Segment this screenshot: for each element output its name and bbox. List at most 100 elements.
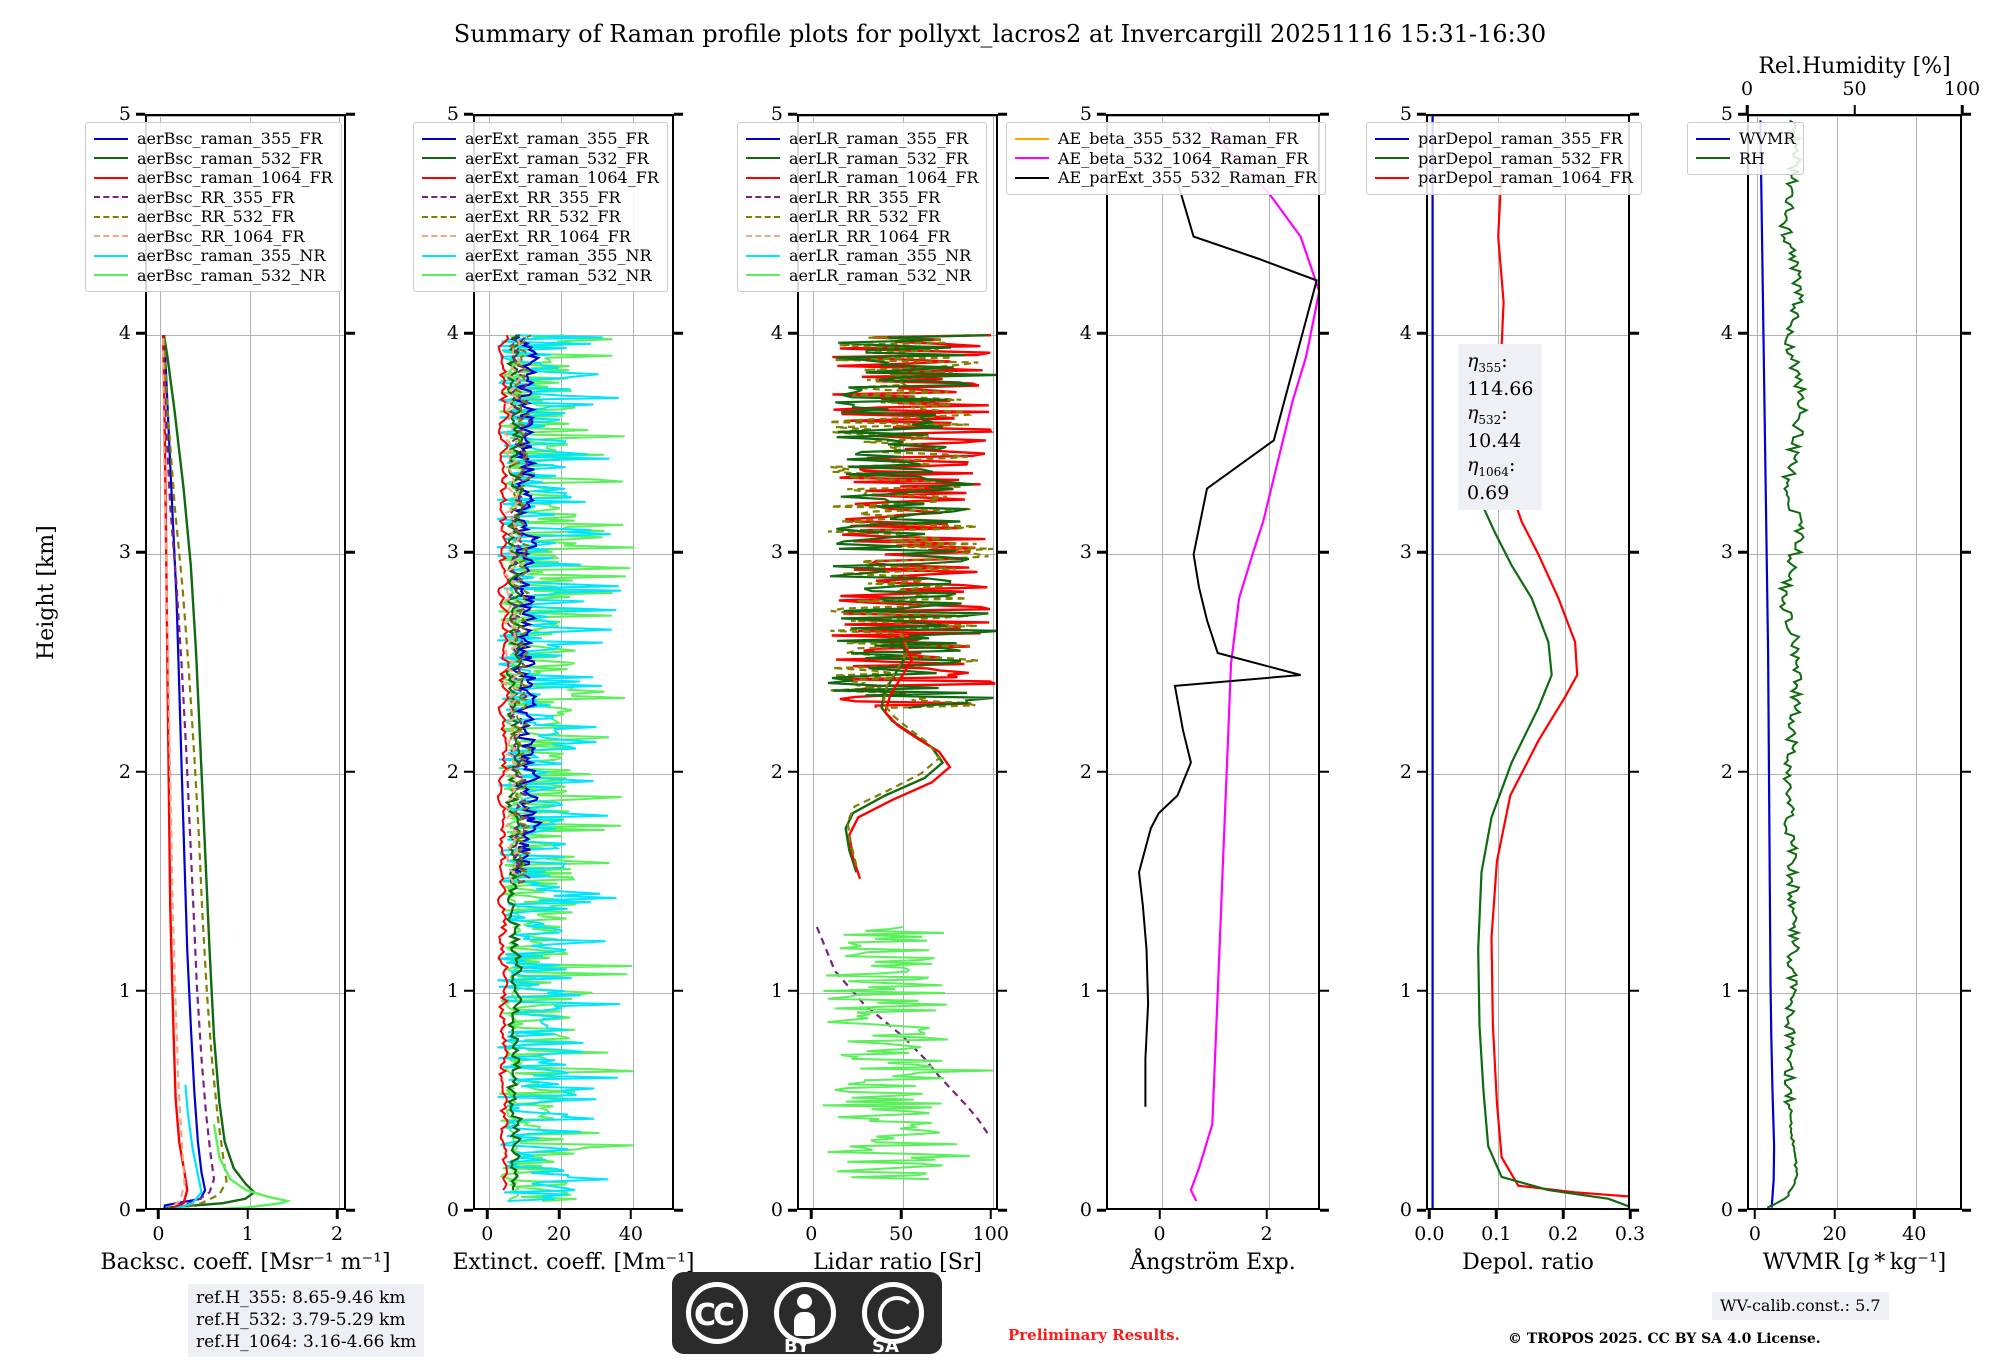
legend-color-swatch [1375,176,1409,179]
data-curve [827,334,994,709]
gridline-horizontal [1108,992,1318,994]
legend-item[interactable]: aerLR_raman_355_FR [746,129,978,149]
legend-item[interactable]: aerBsc_RR_1064_FR [94,227,333,247]
legend-color-swatch [422,176,456,179]
y-tick-mark-right [1962,331,1971,335]
legend-item[interactable]: aerBsc_RR_532_FR [94,207,333,227]
legend-item[interactable]: aerLR_raman_532_NR [746,266,978,286]
legend-item[interactable]: AE_beta_355_532_Raman_FR [1015,129,1317,149]
y-tick-mark-right [998,989,1007,993]
legend-angstrom[interactable]: AE_beta_355_532_Raman_FR AE_beta_532_1064… [1006,122,1326,195]
legend-item[interactable]: aerBsc_RR_355_FR [94,188,333,208]
gridline-horizontal [1108,116,1318,117]
legend-wvmr[interactable]: WVMR RH [1687,122,1805,175]
legend-item[interactable]: AE_beta_532_1064_Raman_FR [1015,149,1317,169]
legend-item[interactable]: aerExt_raman_355_FR [422,129,659,149]
y-tick-mark-right [674,112,683,116]
legend-item[interactable]: aerLR_RR_1064_FR [746,227,978,247]
by-person-body [794,1312,815,1336]
legend-item[interactable]: aerExt_raman_532_NR [422,266,659,286]
data-curve [1759,120,1776,1208]
gridline-vertical [1161,116,1163,1208]
legend-item[interactable]: AE_parExt_355_532_Raman_FR [1015,168,1317,188]
legend-item[interactable]: aerLR_RR_355_FR [746,188,978,208]
legend-color-swatch [94,196,128,199]
gridline-horizontal [475,554,672,556]
y-tick-mark-right [1630,989,1639,993]
legend-item[interactable]: aerLR_raman_355_NR [746,246,978,266]
y-tick-mark [788,770,797,773]
legend-item[interactable]: aerExt_raman_532_FR [422,149,659,169]
y-tick-label: 1 [446,979,459,1002]
legend-item[interactable]: aerLR_raman_532_FR [746,149,978,169]
legend-label: aerBsc_raman_532_NR [137,265,326,285]
y-tick-mark [788,331,797,335]
legend-label: aerLR_raman_1064_FR [789,168,979,188]
legend-item[interactable]: aerBsc_raman_1064_FR [94,168,333,188]
legend-color-swatch [94,215,128,218]
legend-item[interactable]: aerExt_raman_355_NR [422,246,659,266]
legend-item[interactable]: aerBsc_raman_532_FR [94,149,333,169]
legend-label: aerLR_RR_1064_FR [789,226,951,246]
legend-color-swatch [746,254,780,257]
y-tick-mark [1097,770,1106,773]
legend-lidar-ratio[interactable]: aerLR_raman_355_FR aerLR_raman_532_FR aerL… [737,122,988,292]
y-tick-mark [1097,112,1106,116]
gridline-vertical [1268,116,1270,1208]
gridline-horizontal [799,335,996,337]
y-tick-mark [788,112,797,116]
legend-depolarization[interactable]: parDepol_raman_355_FR parDepol_raman_532_… [1366,122,1642,195]
legend-item[interactable]: aerExt_RR_532_FR [422,207,659,227]
x-tick-mark [1912,1210,1916,1219]
legend-backscatter[interactable]: aerBsc_raman_355_FR aerBsc_raman_532_FR ae… [85,122,342,292]
x-tick-label: 100 [972,1223,1009,1245]
gridline-horizontal [1749,116,1960,117]
y-tick-mark-right [674,989,683,993]
legend-item[interactable]: aerLR_RR_532_FR [746,207,978,227]
legend-item[interactable]: aerBsc_raman_355_NR [94,246,333,266]
legend-label: WVMR [1739,129,1796,149]
legend-item[interactable]: RH [1696,149,1795,169]
legend-item[interactable]: parDepol_raman_1064_FR [1375,168,1633,188]
x-tick-mark [1265,1210,1268,1219]
cc-icon-label: CC [694,1298,735,1333]
data-curve [162,335,257,1208]
y-tick-mark [464,551,473,554]
x-tick-mark [629,1210,633,1219]
legend-item[interactable]: aerExt_raman_1064_FR [422,168,659,188]
y-tick-label: 3 [770,541,783,564]
x-tick-label: 0.0 [1414,1223,1445,1245]
legend-item[interactable]: aerBsc_raman_355_FR [94,129,333,149]
data-curve [1477,499,1628,1208]
y-tick-label: 0 [1720,1199,1733,1221]
copyright-note: © TROPOS 2025. CC BY SA 4.0 License. [1508,1331,1821,1347]
legend-item[interactable]: aerBsc_raman_532_NR [94,266,333,286]
gridline-horizontal [1749,992,1960,994]
legend-color-swatch [1015,176,1049,179]
y-tick-label: 4 [770,322,783,345]
legend-item[interactable]: aerExt_RR_1064_FR [422,227,659,247]
data-curve [1189,126,1318,1202]
legend-label: aerLR_raman_355_FR [789,129,969,149]
legend-item[interactable]: parDepol_raman_532_FR [1375,149,1633,169]
legend-item[interactable]: aerExt_RR_355_FR [422,188,659,208]
y-tick-mark-right [998,1208,1007,1212]
legend-extinction[interactable]: aerExt_raman_355_FR aerExt_raman_532_FR ae… [413,122,668,292]
legend-item[interactable]: aerLR_raman_1064_FR [746,168,978,188]
y-tick-mark [136,1208,145,1212]
legend-color-swatch [746,157,780,160]
legend-item[interactable]: parDepol_raman_355_FR [1375,129,1633,149]
y-tick-mark-right [346,112,355,116]
legend-color-swatch [1696,137,1730,140]
legend-item[interactable]: WVMR [1696,129,1795,149]
gridline-horizontal [475,116,672,117]
gridline-horizontal [799,116,996,117]
gridline-horizontal [1749,335,1960,337]
sa-label: SA [872,1336,899,1354]
data-curve [161,335,189,1208]
legend-label: aerExt_raman_1064_FR [465,168,659,188]
x-tick-mark [1158,1210,1161,1219]
legend-label: aerExt_RR_532_FR [465,207,621,227]
legend-color-swatch [1015,137,1049,140]
y-tick-mark [788,551,797,554]
